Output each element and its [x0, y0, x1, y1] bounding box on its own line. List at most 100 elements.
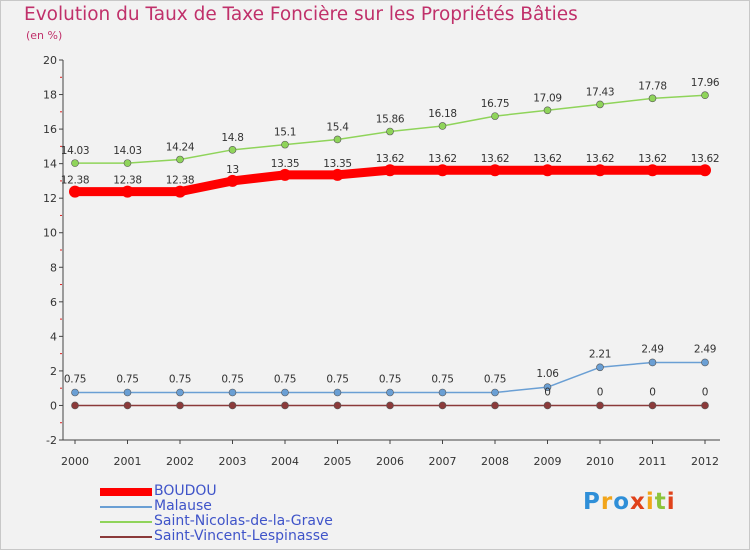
data-label-saint-vincent-lespinasse: 0 [649, 386, 655, 398]
data-label-saint-nicolas-de-la-grave: 16.75 [481, 98, 510, 110]
data-label-saint-nicolas-de-la-grave: 14.24 [166, 141, 195, 153]
data-point-boudou [699, 164, 711, 177]
logo-letter: t [654, 489, 667, 515]
data-label-saint-nicolas-de-la-grave: 15.86 [376, 114, 405, 126]
data-label-boudou: 12.38 [61, 175, 90, 187]
data-label-saint-nicolas-de-la-grave: 14.8 [221, 132, 243, 144]
data-point-saint-nicolas-de-la-grave [701, 91, 709, 100]
data-label-boudou: 13.35 [271, 158, 300, 170]
data-label-boudou: 13.35 [323, 158, 352, 170]
data-point-boudou [594, 164, 606, 177]
data-point-saint-vincent-lespinasse [333, 401, 342, 410]
logo-letter: r [600, 489, 614, 515]
data-point-boudou [121, 185, 134, 198]
x-tick-label: 2000 [61, 455, 89, 468]
y-tick-label: 0 [50, 399, 57, 412]
data-point-saint-nicolas-de-la-grave [491, 112, 499, 120]
y-tick-label: 2 [50, 365, 57, 378]
data-point-malause [543, 383, 552, 391]
data-point-saint-nicolas-de-la-grave [386, 127, 394, 136]
data-label-malause: 0.75 [169, 374, 191, 386]
data-point-saint-nicolas-de-la-grave [596, 100, 604, 109]
proxiti-logo: Proxiti [583, 489, 676, 515]
x-tick-label: 2001 [114, 455, 142, 468]
chart-data-labels: 0 0 0 0 0.75 0.75 0.75 0.75 0.75 0.75 0.75 0.75 0.75… [61, 77, 720, 398]
legend-swatch-boudou [100, 488, 152, 496]
data-label-malause: 2.21 [589, 348, 611, 360]
legend-label-saint-nicolas: Saint-Nicolas-de-la-Grave [154, 513, 333, 529]
x-tick-label: 2003 [219, 455, 247, 468]
chart-subtitle: (en %) [26, 29, 63, 42]
data-label-malause: 0.75 [326, 374, 348, 386]
data-point-saint-vincent-lespinasse [281, 401, 289, 410]
data-point-boudou [69, 185, 81, 198]
data-label-saint-nicolas-de-la-grave: 17.43 [586, 86, 615, 98]
y-tick-label: 10 [43, 227, 57, 240]
data-label-boudou: 13.62 [586, 153, 615, 165]
data-label-boudou: 13.62 [691, 153, 720, 165]
data-label-malause: 2.49 [694, 343, 716, 355]
data-point-saint-nicolas-de-la-grave [648, 94, 657, 103]
x-tick-label: 2004 [271, 455, 299, 468]
data-point-saint-vincent-lespinasse [123, 401, 132, 410]
data-point-boudou [279, 168, 291, 181]
legend-label-saint-vincent: Saint-Vincent-Lespinasse [154, 528, 329, 544]
data-point-saint-nicolas-de-la-grave [438, 122, 447, 130]
legend-swatch-saint-nicolas [100, 521, 152, 523]
data-point-boudou [331, 168, 344, 181]
data-label-boudou: 13.62 [481, 153, 510, 165]
data-point-saint-vincent-lespinasse [386, 401, 394, 410]
data-label-malause: 0.75 [379, 374, 401, 386]
y-tick-label: 16 [43, 123, 57, 136]
data-point-saint-nicolas-de-la-grave [176, 155, 184, 164]
data-point-saint-nicolas-de-la-grave [71, 159, 79, 167]
data-point-malause [648, 358, 657, 367]
legend-label-boudou: BOUDOU [154, 483, 217, 499]
x-tick-label: 2010 [586, 455, 614, 468]
data-label-boudou: 13 [226, 164, 239, 176]
data-point-saint-vincent-lespinasse [543, 401, 552, 410]
data-point-boudou [646, 164, 659, 177]
data-label-boudou: 12.38 [166, 175, 195, 187]
x-tick-label: 2006 [376, 455, 404, 468]
x-tick-label: 2009 [534, 455, 562, 468]
data-point-saint-vincent-lespinasse [176, 401, 184, 410]
data-label-saint-vincent-lespinasse: 0 [597, 386, 603, 398]
x-tick-label: 2002 [166, 455, 194, 468]
legend-label-malause: Malause [154, 498, 212, 514]
data-point-malause [491, 388, 499, 397]
data-label-boudou: 13.62 [376, 153, 405, 165]
y-tick-label: 20 [43, 54, 57, 67]
data-point-boudou [384, 164, 396, 177]
data-label-boudou: 13.62 [638, 153, 667, 165]
data-label-malause: 2.49 [641, 343, 663, 355]
x-tick-label: 2007 [429, 455, 457, 468]
data-point-saint-vincent-lespinasse [228, 401, 237, 410]
data-label-malause: 0.75 [484, 374, 506, 386]
y-tick-label: 8 [50, 261, 57, 274]
data-point-saint-nicolas-de-la-grave [123, 159, 132, 167]
data-point-saint-vincent-lespinasse [491, 401, 499, 410]
data-label-malause: 1.06 [536, 368, 559, 380]
data-label-boudou: 12.38 [113, 175, 142, 187]
data-point-malause [596, 363, 604, 372]
data-label-saint-nicolas-de-la-grave: 17.78 [638, 80, 667, 92]
y-tick-label: 6 [50, 296, 57, 309]
data-point-saint-vincent-lespinasse [596, 401, 604, 410]
data-point-saint-vincent-lespinasse [701, 401, 709, 410]
data-point-saint-nicolas-de-la-grave [228, 146, 237, 154]
data-label-malause: 0.75 [64, 374, 86, 386]
data-point-boudou [226, 174, 239, 187]
data-point-malause [438, 388, 447, 397]
chart-axes: -2 0 2 4 6 8 10 12 14 16 18 20 2000 2001 2002 2003 2004 2… [43, 54, 720, 468]
data-point-malause [228, 388, 237, 397]
data-point-malause [386, 388, 394, 397]
data-point-saint-nicolas-de-la-grave [543, 106, 552, 115]
data-point-boudou [436, 164, 449, 177]
data-label-saint-nicolas-de-la-grave: 14.03 [113, 145, 142, 157]
data-point-boudou [541, 164, 554, 177]
data-label-malause: 0.75 [221, 374, 243, 386]
data-label-saint-vincent-lespinasse: 0 [544, 386, 550, 398]
